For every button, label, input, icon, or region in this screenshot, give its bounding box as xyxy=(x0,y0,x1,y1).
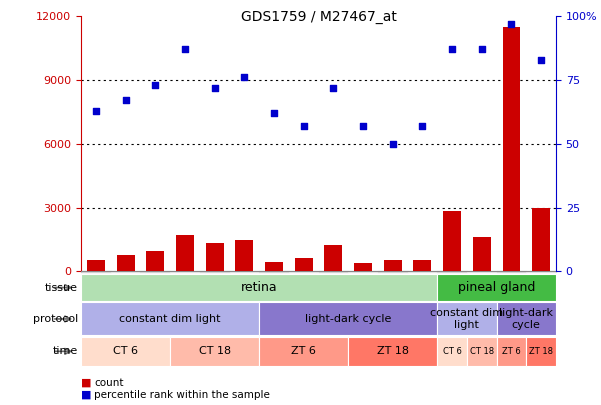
Point xyxy=(536,56,546,63)
Point xyxy=(210,84,219,91)
Text: percentile rank within the sample: percentile rank within the sample xyxy=(94,390,270,400)
Text: CT 6: CT 6 xyxy=(113,346,138,356)
Text: CT 18: CT 18 xyxy=(198,346,231,356)
Bar xyxy=(117,255,135,271)
Point xyxy=(240,74,249,81)
Bar xyxy=(87,260,105,271)
Point xyxy=(121,97,130,104)
Bar xyxy=(354,263,372,271)
Text: ZT 6: ZT 6 xyxy=(291,346,316,356)
Text: light-dark
cycle: light-dark cycle xyxy=(499,308,554,330)
Bar xyxy=(496,303,556,335)
Point xyxy=(358,123,368,129)
Bar xyxy=(473,237,490,271)
Bar xyxy=(81,274,438,301)
Bar xyxy=(259,337,348,366)
Bar xyxy=(236,240,253,271)
Bar xyxy=(206,243,224,271)
Bar xyxy=(81,337,170,366)
Bar xyxy=(496,337,526,366)
Text: CT 6: CT 6 xyxy=(442,347,462,356)
Bar xyxy=(170,337,259,366)
Point xyxy=(477,46,487,53)
Point xyxy=(299,123,308,129)
Point xyxy=(150,82,160,88)
Text: constant dim light: constant dim light xyxy=(120,314,221,324)
Point xyxy=(91,107,101,114)
Bar xyxy=(502,27,520,271)
Bar xyxy=(438,303,496,335)
Point xyxy=(418,123,427,129)
Bar xyxy=(413,260,432,271)
Bar xyxy=(532,208,550,271)
Text: ■: ■ xyxy=(81,378,91,388)
Point xyxy=(180,46,190,53)
Text: ■: ■ xyxy=(81,390,91,400)
Bar xyxy=(443,211,461,271)
Text: constant dim
light: constant dim light xyxy=(430,308,504,330)
Point xyxy=(507,21,516,27)
Bar xyxy=(438,337,467,366)
Bar xyxy=(259,303,438,335)
Point xyxy=(269,110,279,116)
Point xyxy=(329,84,338,91)
Bar xyxy=(467,337,496,366)
Bar xyxy=(384,260,401,271)
Text: ZT 18: ZT 18 xyxy=(377,346,409,356)
Text: time: time xyxy=(53,346,78,356)
Text: ZT 6: ZT 6 xyxy=(502,347,521,356)
Bar xyxy=(265,262,283,271)
Text: retina: retina xyxy=(241,281,278,294)
Text: GDS1759 / M27467_at: GDS1759 / M27467_at xyxy=(240,10,397,24)
Point xyxy=(388,141,397,147)
Text: pineal gland: pineal gland xyxy=(458,281,535,294)
Bar xyxy=(176,235,194,271)
Text: light-dark cycle: light-dark cycle xyxy=(305,314,391,324)
Bar xyxy=(526,337,556,366)
Bar xyxy=(147,251,164,271)
Text: ZT 18: ZT 18 xyxy=(529,347,553,356)
Text: tissue: tissue xyxy=(45,283,78,292)
Text: count: count xyxy=(94,378,124,388)
Bar xyxy=(295,258,313,271)
Text: CT 18: CT 18 xyxy=(469,347,494,356)
Bar xyxy=(348,337,438,366)
Point xyxy=(447,46,457,53)
Text: protocol: protocol xyxy=(33,314,78,324)
Bar xyxy=(438,274,556,301)
Bar xyxy=(81,303,259,335)
Bar xyxy=(325,245,343,271)
